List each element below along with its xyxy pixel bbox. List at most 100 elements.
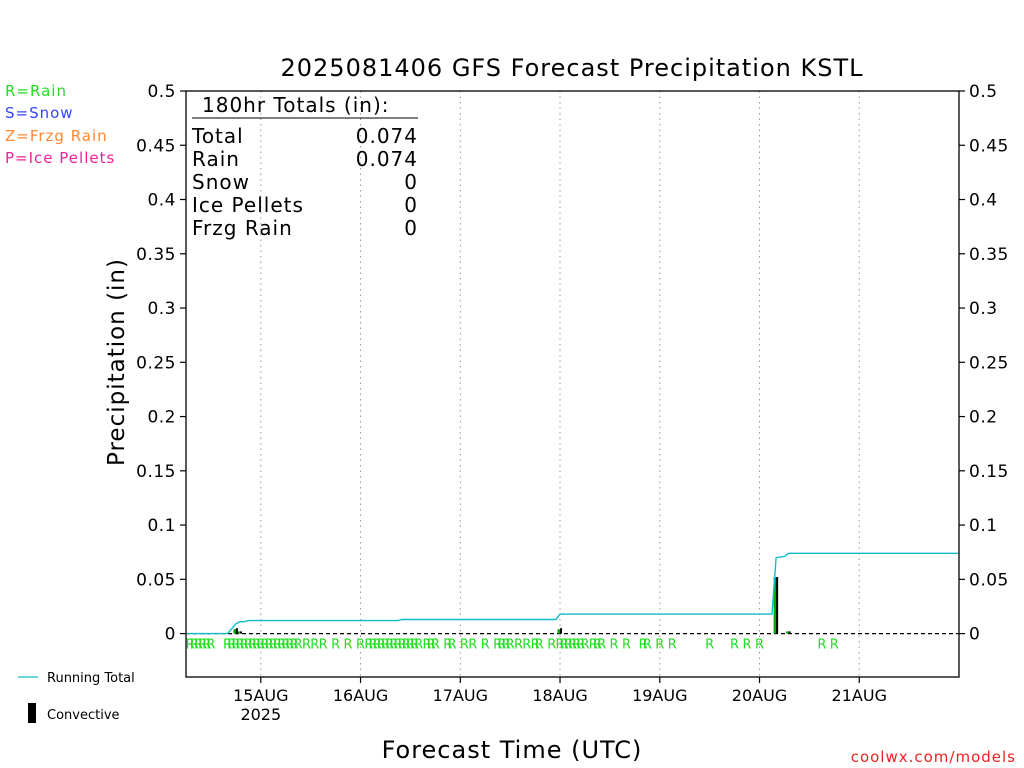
- ptype-marker: R: [830, 638, 839, 653]
- totals-label-frzg-rain: Frzg Rain: [192, 216, 293, 240]
- rain-bar: [237, 631, 241, 634]
- legend-snow: S=Snow: [5, 104, 74, 122]
- ptype-marker: R: [277, 638, 286, 653]
- ptype-marker: R: [743, 638, 752, 653]
- ptype-marker: R: [655, 638, 664, 653]
- ptype-marker: R: [194, 638, 203, 653]
- ptype-marker: R: [531, 638, 540, 653]
- ptype-marker: R: [817, 638, 826, 653]
- credit-link[interactable]: coolwx.com/models: [851, 748, 1016, 766]
- ptype-marker: R: [668, 638, 677, 653]
- ptype-marker: R: [248, 638, 257, 653]
- ptype-marker: R: [705, 638, 714, 653]
- ptype-marker: R: [302, 638, 311, 653]
- convective-bar: [240, 631, 243, 634]
- ptype-marker: R: [639, 638, 648, 653]
- ptype-marker: R: [319, 638, 328, 653]
- convective-bar: [235, 628, 238, 634]
- y-tick-label-right: 0.05: [969, 570, 1009, 590]
- chart-title: 2025081406 GFS Forecast Precipitation KS…: [281, 54, 864, 82]
- rain-bar: [786, 631, 790, 634]
- ptype-marker: R: [572, 638, 581, 653]
- y-axis-label: Precipitation (in): [104, 258, 130, 466]
- y-tick-label-left: 0.2: [147, 408, 176, 428]
- ptype-marker: R: [256, 638, 265, 653]
- ptype-marker: R: [431, 638, 440, 653]
- legend-convective: Convective: [47, 708, 120, 723]
- ptype-marker: R: [393, 638, 402, 653]
- y-tick-label-left: 0.4: [147, 191, 176, 211]
- ptype-marker: R: [535, 638, 544, 653]
- ptype-marker: R: [643, 638, 652, 653]
- totals-heading: 180hr Totals (in):: [202, 93, 390, 117]
- ptype-marker: R: [447, 638, 456, 653]
- ptype-marker: R: [427, 638, 436, 653]
- y-tick-label-right: 0: [969, 625, 980, 645]
- ptype-marker: R: [186, 638, 195, 653]
- y-tick-label-right: 0.35: [969, 245, 1009, 265]
- y-tick-label-right: 0.5: [969, 82, 998, 102]
- totals-label-snow: Snow: [192, 170, 250, 194]
- ptype-marker: R: [294, 638, 303, 653]
- ptype-legend: R=Rain S=Snow Z=Frzg Rain P=Ice Pellets: [5, 82, 114, 167]
- ptype-marker: R: [514, 638, 523, 653]
- ptype-marker: R: [497, 638, 506, 653]
- ptype-marker: R: [622, 638, 631, 653]
- ptype-marker: R: [414, 638, 423, 653]
- ptype-marker: R: [223, 638, 232, 653]
- ptype-marker: R: [364, 638, 373, 653]
- ptype-marker: R: [381, 638, 390, 653]
- ptype-marker: R: [281, 638, 290, 653]
- ptype-marker: R: [198, 638, 207, 653]
- ptype-marker: R: [240, 638, 249, 653]
- y-tick-label-left: 0.5: [147, 82, 176, 102]
- ptype-marker: R: [547, 638, 556, 653]
- ptype-marker: R: [236, 638, 245, 653]
- y-tick-label-right: 0.3: [969, 299, 998, 319]
- ptype-marker: R: [206, 638, 215, 653]
- ptype-marker: R: [310, 638, 319, 653]
- totals-value-snow: 0: [404, 170, 418, 194]
- ptype-marker: R: [373, 638, 382, 653]
- totals-label-total: Total: [191, 124, 244, 148]
- y-tick-label-left: 0.35: [136, 245, 176, 265]
- ptype-marker: R: [290, 638, 299, 653]
- x-tick-label: 17AUG: [433, 686, 488, 705]
- ptype-marker: R: [344, 638, 353, 653]
- ptype-marker: R: [560, 638, 569, 653]
- ptype-marker: R: [356, 638, 365, 653]
- ptype-marker: R: [468, 638, 477, 653]
- running-total-line: [186, 552, 959, 635]
- rain-bar: [233, 629, 237, 634]
- y-tick-label-right: 0.25: [969, 353, 1009, 373]
- totals-value-frzg-rain: 0: [404, 216, 418, 240]
- ptype-marker: R: [460, 638, 469, 653]
- ptype-marker: R: [568, 638, 577, 653]
- legend-convective-swatch: [28, 703, 36, 723]
- ptype-marker: R: [576, 638, 585, 653]
- ptype-marker: R: [285, 638, 294, 653]
- totals-box: 180hr Totals (in): Total 0.074 Rain 0.07…: [191, 93, 418, 240]
- y-tick-label-right: 0.4: [969, 191, 998, 211]
- ptype-marker: R: [368, 638, 377, 653]
- y-tick-label-left: 0.15: [136, 462, 176, 482]
- ptype-marker: R: [227, 638, 236, 653]
- ptype-marker: R: [202, 638, 211, 653]
- totals-value-total: 0.074: [356, 124, 418, 148]
- ptype-marker: R: [244, 638, 253, 653]
- y-tick-label-right: 0.2: [969, 408, 998, 428]
- ptype-marker: R: [556, 638, 565, 653]
- y-tick-label-left: 0: [165, 625, 176, 645]
- series-legend: Running Total Convective: [18, 671, 135, 723]
- ptype-marker: R: [506, 638, 515, 653]
- ptype-marker: R: [377, 638, 386, 653]
- x-axis-label: Forecast Time (UTC): [382, 736, 643, 764]
- rain-bar: [773, 577, 777, 634]
- ptype-marker: R: [402, 638, 411, 653]
- x-tick-label: 18AUG: [532, 686, 587, 705]
- convective-bar: [776, 577, 779, 634]
- y-tick-label-left: 0.3: [147, 299, 176, 319]
- ptype-marker: R: [252, 638, 261, 653]
- y-tick-label-right: 0.15: [969, 462, 1009, 482]
